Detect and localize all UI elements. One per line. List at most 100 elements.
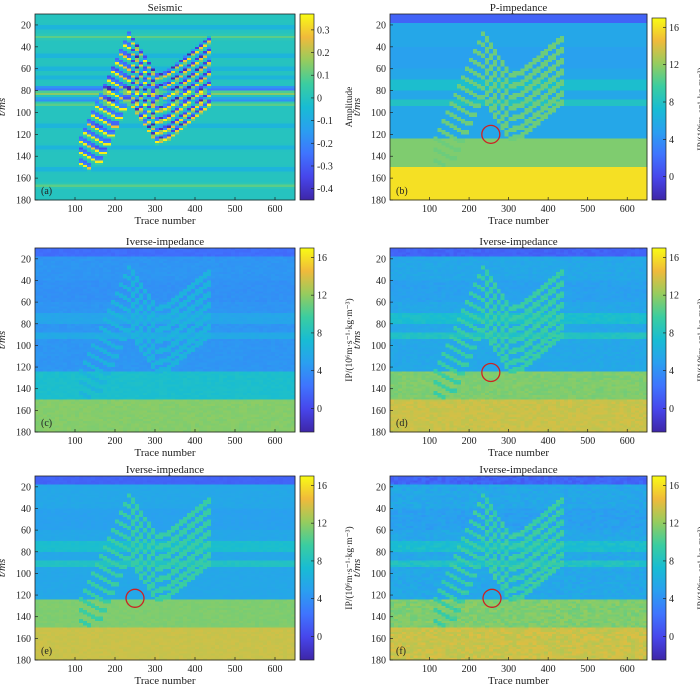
x-axis-label: Trace number xyxy=(488,215,549,227)
plot-frame xyxy=(34,247,296,433)
y-tick-label: 20 xyxy=(21,482,31,493)
colorbar-tick-label: 12 xyxy=(669,519,679,530)
colorbar-tick-label: 16 xyxy=(669,253,679,264)
x-tick-label: 100 xyxy=(68,204,83,215)
x-tick-label: 100 xyxy=(422,204,437,215)
colorbar-tick-label: 8 xyxy=(317,328,322,339)
colorbar xyxy=(299,247,315,433)
y-axis-label: t/ms xyxy=(0,331,8,349)
y-tick-label: 180 xyxy=(16,656,31,667)
y-tick-label: 120 xyxy=(16,130,31,141)
colorbar-tick-label: 0 xyxy=(317,93,322,104)
colorbar-tick-label: 4 xyxy=(669,135,674,146)
plot-frame xyxy=(389,13,648,201)
y-tick-label: 180 xyxy=(371,428,386,439)
colorbar-tick-label: 4 xyxy=(317,366,322,377)
colorbar-label: IP/(10⁶m·s⁻¹·kg·m⁻³) xyxy=(344,298,355,381)
y-tick-label: 40 xyxy=(21,504,31,515)
colorbar-tick-label: 0 xyxy=(669,172,674,183)
y-tick-label: 40 xyxy=(21,276,31,287)
y-axis-label: t/ms xyxy=(351,559,363,577)
x-axis-label: Trace number xyxy=(135,447,196,459)
colorbar-tick-label: 4 xyxy=(317,594,322,605)
y-tick-label: 180 xyxy=(371,656,386,667)
x-tick-label: 300 xyxy=(501,204,516,215)
y-axis-label: t/ms xyxy=(351,98,363,116)
x-tick-label: 200 xyxy=(108,664,123,675)
y-tick-label: 60 xyxy=(376,526,386,537)
x-tick-label: 100 xyxy=(422,664,437,675)
y-axis-label: t/ms xyxy=(351,331,363,349)
colorbar-label: Amplitude xyxy=(345,87,355,128)
y-tick-label: 100 xyxy=(16,108,31,119)
colorbar-tick-label: -0.1 xyxy=(317,116,333,127)
x-tick-label: 100 xyxy=(68,436,83,447)
y-tick-label: 60 xyxy=(376,64,386,75)
plot-frame xyxy=(389,475,648,661)
highlight-circle xyxy=(481,362,501,383)
x-axis-label: Trace number xyxy=(135,215,196,227)
y-tick-label: 100 xyxy=(371,341,386,352)
x-tick-label: 500 xyxy=(580,664,595,675)
colorbar-tick-label: 0.2 xyxy=(317,48,330,59)
y-tick-label: 40 xyxy=(376,276,386,287)
panel-title: Iverse-impedance xyxy=(126,464,204,476)
x-tick-label: 600 xyxy=(620,204,635,215)
heatmap-image xyxy=(35,14,296,201)
x-tick-label: 400 xyxy=(188,664,203,675)
heatmap-image xyxy=(390,476,648,661)
colorbar-tick-label: 0 xyxy=(317,404,322,415)
panel-title: Iverse-impedance xyxy=(126,236,204,248)
x-tick-label: 600 xyxy=(268,436,283,447)
x-tick-label: 600 xyxy=(620,664,635,675)
panel-letter: (a) xyxy=(41,186,52,197)
x-tick-label: 200 xyxy=(462,664,477,675)
heatmap-image xyxy=(390,248,648,433)
y-tick-label: 20 xyxy=(21,254,31,265)
y-tick-label: 140 xyxy=(16,384,31,395)
y-axis-label: t/ms xyxy=(0,98,8,116)
colorbar xyxy=(299,13,315,201)
colorbar-tick-label: -0.4 xyxy=(317,184,333,195)
x-tick-label: 200 xyxy=(462,436,477,447)
colorbar-tick-label: 4 xyxy=(669,594,674,605)
x-tick-label: 100 xyxy=(422,436,437,447)
x-axis-label: Trace number xyxy=(488,447,549,459)
y-tick-label: 100 xyxy=(371,569,386,580)
panel-title: Seismic xyxy=(148,2,183,14)
y-tick-label: 80 xyxy=(376,547,386,558)
x-tick-label: 600 xyxy=(620,436,635,447)
x-tick-label: 500 xyxy=(580,204,595,215)
y-tick-label: 20 xyxy=(21,20,31,31)
x-tick-label: 400 xyxy=(541,204,556,215)
colorbar-tick-label: 16 xyxy=(669,23,679,34)
panel-letter: (b) xyxy=(396,186,408,197)
plot-frame xyxy=(34,475,296,661)
y-tick-label: 100 xyxy=(371,108,386,119)
y-tick-label: 160 xyxy=(16,634,31,645)
x-axis-label: Trace number xyxy=(135,675,196,687)
y-tick-label: 20 xyxy=(376,482,386,493)
y-tick-label: 140 xyxy=(16,152,31,163)
y-tick-label: 120 xyxy=(371,591,386,602)
panel-letter: (e) xyxy=(41,646,52,657)
x-tick-label: 500 xyxy=(228,436,243,447)
x-tick-label: 400 xyxy=(188,436,203,447)
panel-title: P-impedance xyxy=(490,2,548,14)
x-tick-label: 300 xyxy=(148,204,163,215)
plot-frame xyxy=(34,13,296,201)
y-tick-label: 160 xyxy=(16,174,31,185)
y-tick-label: 80 xyxy=(21,547,31,558)
y-tick-label: 60 xyxy=(21,526,31,537)
x-tick-label: 300 xyxy=(148,436,163,447)
colorbar-label: IP/(10⁶m·s⁻¹·kg·m⁻³) xyxy=(696,298,700,381)
colorbar-label: IP/(10⁶m·s⁻¹·kg·m⁻³) xyxy=(696,526,700,609)
heatmap-image xyxy=(35,476,296,661)
heatmap-image xyxy=(35,248,296,433)
colorbar-tick-label: 12 xyxy=(669,291,679,302)
colorbar-tick-label: 0 xyxy=(669,404,674,415)
colorbar-tick-label: 8 xyxy=(669,98,674,109)
